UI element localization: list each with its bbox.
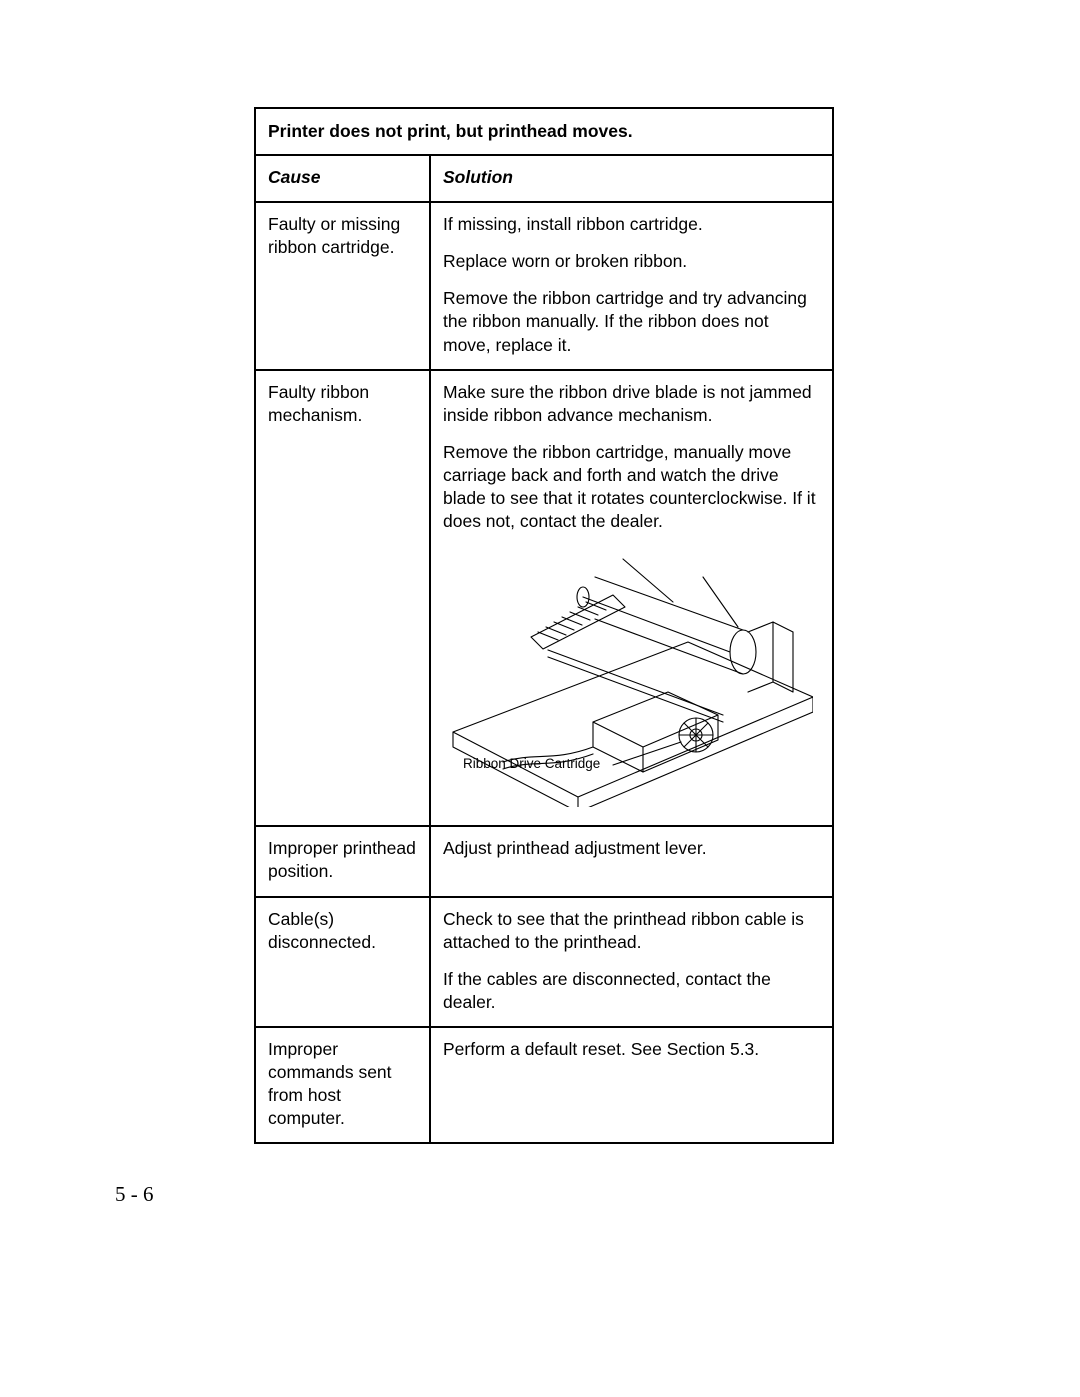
solution-cell: Check to see that the printhead ribbon c… [430,897,833,1027]
solution-paragraph: Make sure the ribbon drive blade is not … [443,381,820,427]
table-title-row: Printer does not print, but printhead mo… [255,108,833,155]
table-row: Improper commands sent from host compute… [255,1027,833,1143]
table-header-row: Cause Solution [255,155,833,202]
solution-paragraph: If missing, install ribbon cartridge. [443,213,820,236]
solution-paragraph: Remove the ribbon cartridge, manually mo… [443,441,820,533]
solution-cell: Perform a default reset. See Section 5.3… [430,1027,833,1143]
table-title: Printer does not print, but printhead mo… [255,108,833,155]
cause-cell: Improper printhead position. [255,826,430,896]
troubleshooting-table: Printer does not print, but printhead mo… [254,107,834,1144]
cause-cell: Faulty ribbon mechanism. [255,370,430,827]
page-number: 5 - 6 [115,1182,154,1207]
troubleshooting-table-container: Printer does not print, but printhead mo… [254,107,834,1144]
solution-paragraph: Replace worn or broken ribbon. [443,250,820,273]
cause-cell: Cable(s) disconnected. [255,897,430,1027]
table-row: Faulty or missing ribbon cartridge. If m… [255,202,833,369]
ribbon-drive-figure: Ribbon Drive Cartridge [443,547,820,813]
cause-cell: Improper commands sent from host compute… [255,1027,430,1143]
table-row: Improper printhead position. Adjust prin… [255,826,833,896]
solution-paragraph: If the cables are disconnected, contact … [443,968,820,1014]
solution-paragraph: Adjust printhead adjustment lever. [443,837,820,860]
cause-cell: Faulty or missing ribbon cartridge. [255,202,430,369]
header-solution: Solution [430,155,833,202]
solution-paragraph: Remove the ribbon cartridge and try adva… [443,287,820,356]
figure-caption: Ribbon Drive Cartridge [463,755,600,773]
table-row: Cable(s) disconnected. Check to see that… [255,897,833,1027]
header-cause: Cause [255,155,430,202]
table-row: Faulty ribbon mechanism. Make sure the r… [255,370,833,827]
solution-cell: Make sure the ribbon drive blade is not … [430,370,833,827]
solution-cell: If missing, install ribbon cartridge. Re… [430,202,833,369]
solution-cell: Adjust printhead adjustment lever. [430,826,833,896]
solution-paragraph: Perform a default reset. See Section 5.3… [443,1038,820,1061]
solution-paragraph: Check to see that the printhead ribbon c… [443,908,820,954]
